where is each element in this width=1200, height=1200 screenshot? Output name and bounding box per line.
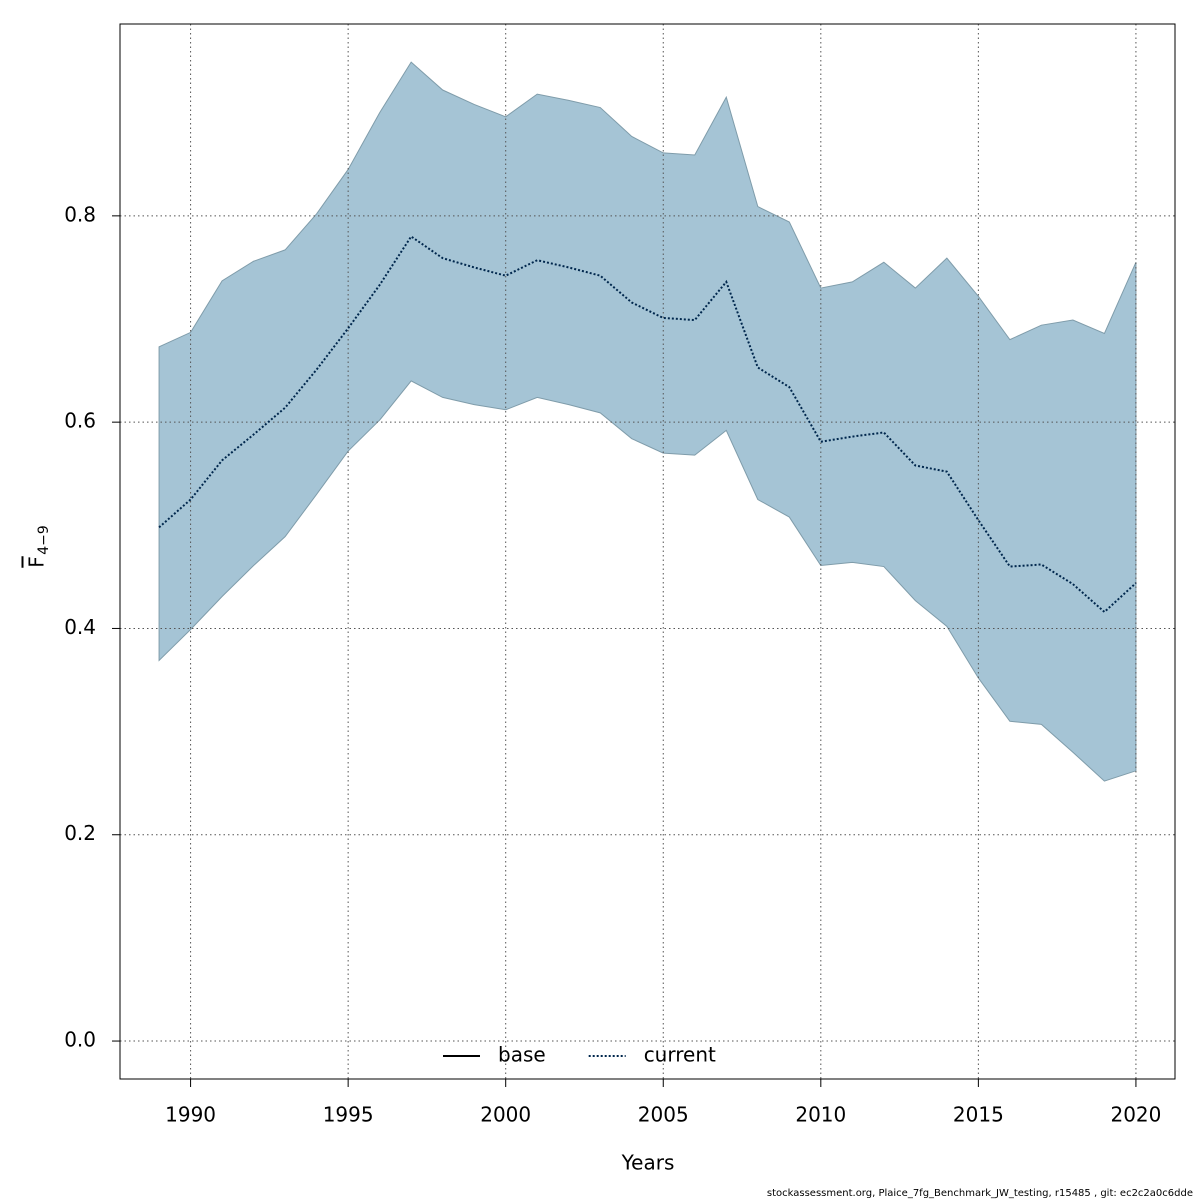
plot-frame (119, 23, 1176, 1080)
footer: stockassessment.org, Plaice_7fg_Benchmar… (767, 1188, 1193, 1199)
x-axis-label: Years (621, 1151, 675, 1175)
y-tick-label: 0.6 (64, 409, 96, 433)
y-tick-label: 0.2 (64, 821, 96, 845)
legend-label: current (644, 1043, 716, 1067)
x-tick-label: 2015 (953, 1103, 1004, 1127)
x-tick-label: 2010 (795, 1103, 846, 1127)
x-tick-label: 1990 (165, 1103, 216, 1127)
x-tick-label: 2005 (638, 1103, 689, 1127)
y-tick-label: 0.4 (64, 615, 96, 639)
x-tick-label: 1995 (323, 1103, 374, 1127)
x-tick-label: 2000 (480, 1103, 531, 1127)
y-axis-label-main: F (25, 556, 49, 568)
y-axis-label-sub: 4−9 (36, 525, 52, 555)
x-tick-label: 2020 (1110, 1103, 1161, 1127)
y-axis-label: F 4−9 (25, 525, 53, 568)
series-line (158, 235, 1137, 614)
confidence-band (158, 61, 1137, 782)
y-tick-label: 0.0 (64, 1028, 96, 1052)
y-tick-label: 0.8 (64, 202, 96, 226)
legend-label: base (498, 1043, 546, 1067)
